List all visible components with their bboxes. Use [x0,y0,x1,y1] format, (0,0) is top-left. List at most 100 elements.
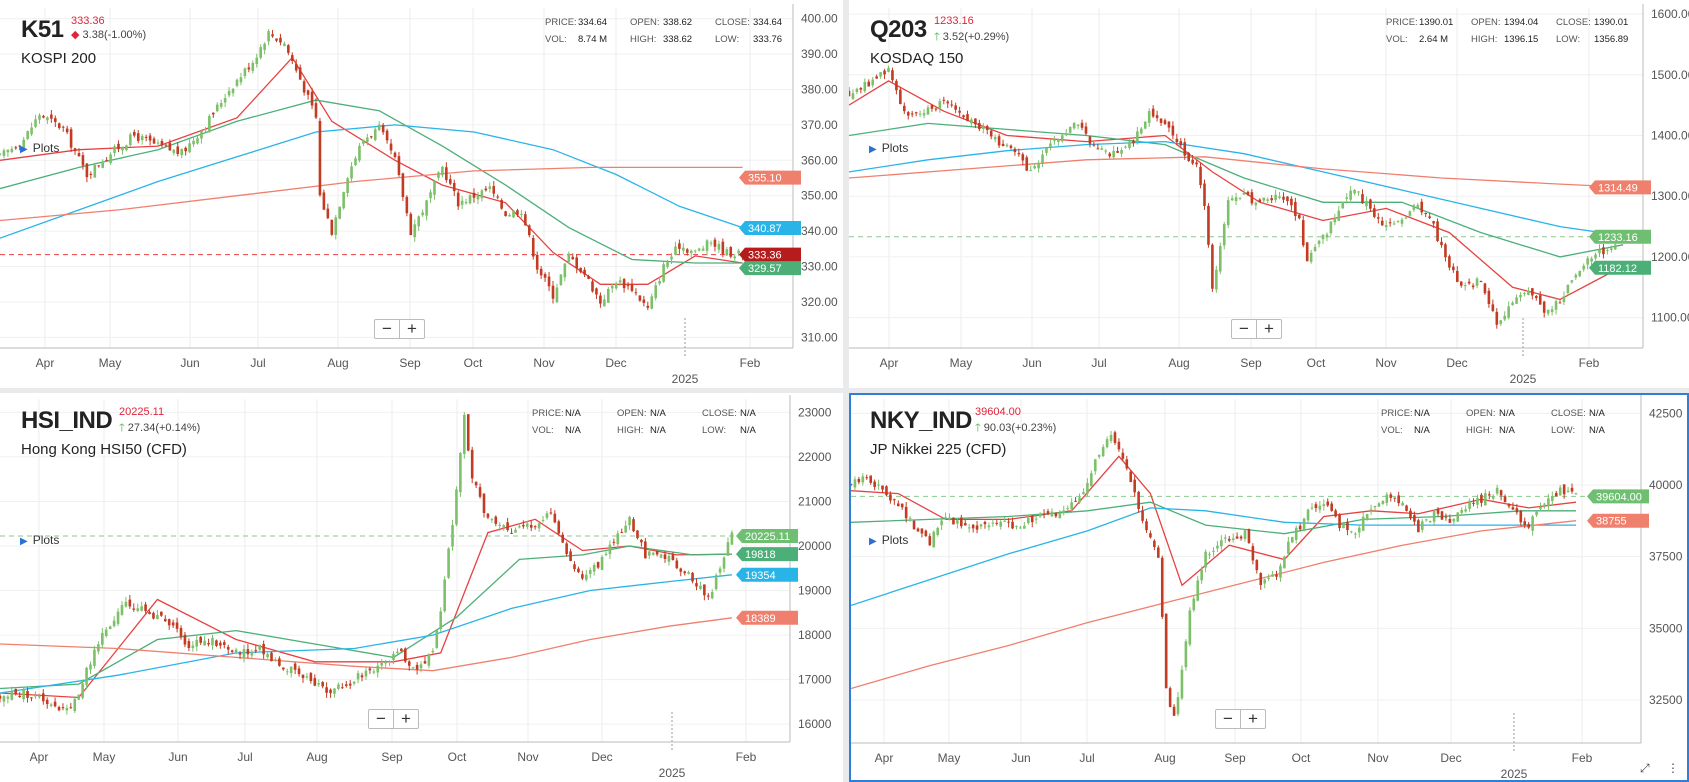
candle-body [553,513,557,523]
candle-body [429,192,432,199]
candle-body [1602,247,1605,255]
candle-body [861,476,865,483]
candle-body [899,89,902,105]
candle-body [718,568,722,573]
x-tick-label: Aug [1168,356,1189,370]
x-tick-label: May [99,356,122,370]
candle-body [561,534,565,543]
chart-q203[interactable]: 1100.00 1200.00 1300.00 1400.00 1500.00 1600.… [849,0,1689,388]
candle-body [699,585,702,589]
x-tick-label: Aug [327,356,348,370]
candle-body [1448,256,1451,268]
zoom-in-button[interactable]: + [393,710,418,728]
more-icon[interactable]: ⋮ [1667,761,1679,775]
x-tick-label: Dec [1446,356,1467,370]
candle-body [1025,157,1029,171]
chart-panel-hsi[interactable]: 16000 17000 18000 19000 20000 21000 22000 23000… [0,393,843,782]
candle-body [1088,136,1092,144]
candle-body [1334,510,1337,517]
expand-icon[interactable]: ⤢ [1640,761,1650,775]
triangle-right-icon: ▶ [869,536,877,547]
candle-body [1373,208,1376,217]
x-tick-label: Apr [880,356,899,370]
chart-panel-q203[interactable]: 1100.00 1200.00 1300.00 1400.00 1500.00 1600.… [849,0,1689,388]
zoom-out-button[interactable]: − [376,709,386,728]
candle-body [1084,126,1088,134]
candle-body [1467,281,1471,284]
candle-body [0,153,2,155]
candle-body [942,99,946,101]
y-tick-label: 350.00 [801,189,838,203]
candle-body [524,214,527,226]
plots-toggle[interactable]: ▶ Plots [20,533,60,547]
candle-body [1187,152,1190,161]
candle-body [34,119,37,127]
zoom-out-button[interactable]: − [1223,709,1233,728]
candle-body [1531,516,1534,531]
candle-body [893,499,896,501]
candle-body [466,414,470,451]
candle-body [1416,205,1420,209]
zoom-in-button[interactable]: + [1240,710,1265,728]
candle-body [1207,205,1210,245]
candle-body [1396,221,1400,223]
price-change: 🡑 90.03(+0.23%) [975,422,1057,434]
candle-body [1208,554,1211,556]
candle-body [1464,509,1467,512]
candle-body [1452,518,1456,522]
candle-body [480,190,484,199]
candle-body [1224,537,1227,539]
candle-body [1275,574,1278,577]
candle-body [148,612,151,615]
candle-body [603,299,606,307]
candle-body [960,517,963,527]
candle-body [585,574,588,580]
candle-body [1392,223,1396,225]
plots-toggle[interactable]: ▶ Plots [869,141,909,155]
candle-body [415,664,419,670]
chart-nky[interactable]: 32500 35000 37500 40000 42500 Apr May Jun Jul Aug… [851,395,1687,780]
candle-body [1424,213,1427,215]
price-badge-1 [739,221,801,236]
chart-panel-k51[interactable]: 310.00 320.00 330.00 340.00 350.00 360.00 370.… [0,0,843,388]
candle-body [1305,242,1309,262]
candle-body [459,453,462,493]
candle-body [851,483,853,485]
zoom-in-button[interactable]: + [399,320,424,338]
candle-body [1054,512,1058,517]
candle-body [930,105,934,109]
candle-body [392,653,395,660]
candle-body [1444,244,1447,258]
candle-body [1068,126,1072,133]
candle-body [18,145,22,147]
candle-body [163,618,167,622]
chart-hsi[interactable]: 16000 17000 18000 19000 20000 21000 22000 23000… [0,393,843,782]
zoom-out-button[interactable]: − [382,319,392,338]
x-tick-label: Feb [1579,356,1600,370]
x-tick-label: Sep [1224,751,1246,765]
candle-body [1057,139,1060,142]
candle-body [671,554,675,561]
candle-body [1377,503,1381,507]
candle-body [494,516,498,524]
chart-panel-nky[interactable]: 32500 35000 37500 40000 42500 Apr May Jun Jul Aug… [849,393,1689,782]
candle-body [498,524,502,526]
candle-body [525,523,529,527]
candle-body [455,489,458,525]
candle-body [400,648,403,652]
candle-body [950,104,953,106]
candle-body [545,513,549,518]
candle-body [1125,459,1129,469]
plots-toggle[interactable]: ▶ Plots [869,533,909,547]
price-badge-label: 1233.16 [1598,232,1638,244]
candle-body [620,532,624,534]
zoom-out-button[interactable]: − [1239,319,1249,338]
zoom-in-button[interactable]: + [1256,320,1281,338]
candle-body [588,569,592,574]
plots-toggle[interactable]: ▶ Plots [20,141,60,155]
y-tick-label: 19000 [798,584,832,598]
candle-body [1009,145,1013,148]
candle-body [528,225,531,236]
candle-body [488,186,492,189]
candle-body [1145,521,1148,531]
